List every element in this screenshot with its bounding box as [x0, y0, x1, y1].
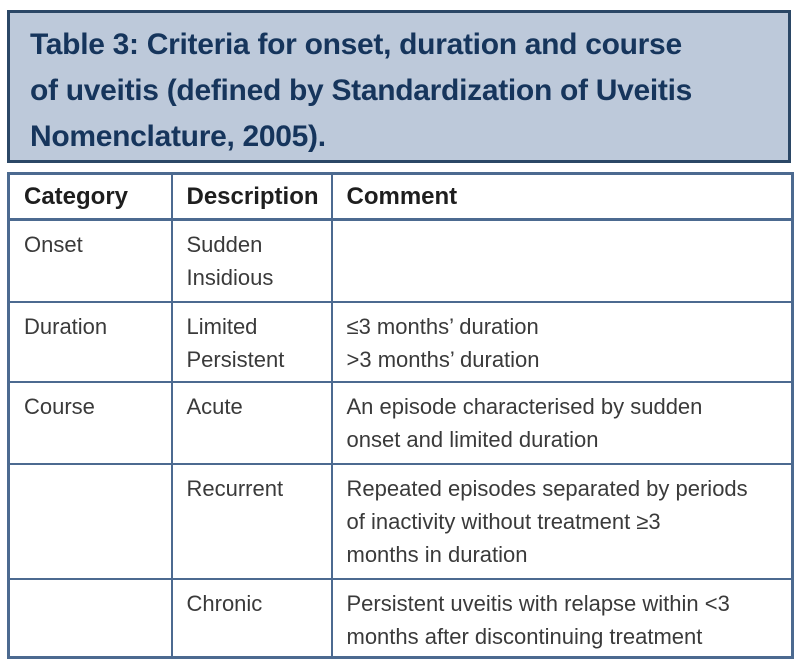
table-row-duration: Duration Limited Persistent ≤3 months’ d… — [7, 300, 794, 383]
cell-comment — [330, 218, 794, 303]
cell-category — [7, 462, 173, 580]
cell-description: Chronic — [170, 577, 333, 659]
cell-description: Limited Persistent — [170, 300, 333, 383]
cell-comment: An episode characterised by sudden onset… — [330, 380, 794, 465]
table-row-course-chronic: Chronic Persistent uveitis with relapse … — [7, 577, 794, 659]
cell-description: Recurrent — [170, 462, 333, 580]
cell-category: Duration — [7, 300, 173, 383]
cell-description: Sudden Insidious — [170, 218, 333, 303]
table-row-course-acute: Course Acute An episode characterised by… — [7, 380, 794, 465]
cell-comment: ≤3 months’ duration >3 months’ duration — [330, 300, 794, 383]
table-row-course-recurrent: Recurrent Repeated episodes separated by… — [7, 462, 794, 580]
table-row-onset: Onset Sudden Insidious — [7, 218, 794, 303]
cell-category — [7, 577, 173, 659]
table-title-box: Table 3: Criteria for onset, duration an… — [7, 10, 791, 163]
cell-category: Onset — [7, 218, 173, 303]
column-header-description: Description — [170, 172, 333, 221]
table-title: Table 3: Criteria for onset, duration an… — [30, 28, 693, 153]
cell-category: Course — [7, 380, 173, 465]
column-header-comment: Comment — [330, 172, 794, 221]
column-header-category: Category — [7, 172, 173, 221]
uveitis-criteria-table: Category Description Comment Onset Sudde… — [7, 172, 794, 659]
cell-comment: Repeated episodes separated by periods o… — [330, 462, 794, 580]
cell-description: Acute — [170, 380, 333, 465]
cell-comment: Persistent uveitis with relapse within <… — [330, 577, 794, 659]
table-header-row: Category Description Comment — [7, 172, 794, 221]
